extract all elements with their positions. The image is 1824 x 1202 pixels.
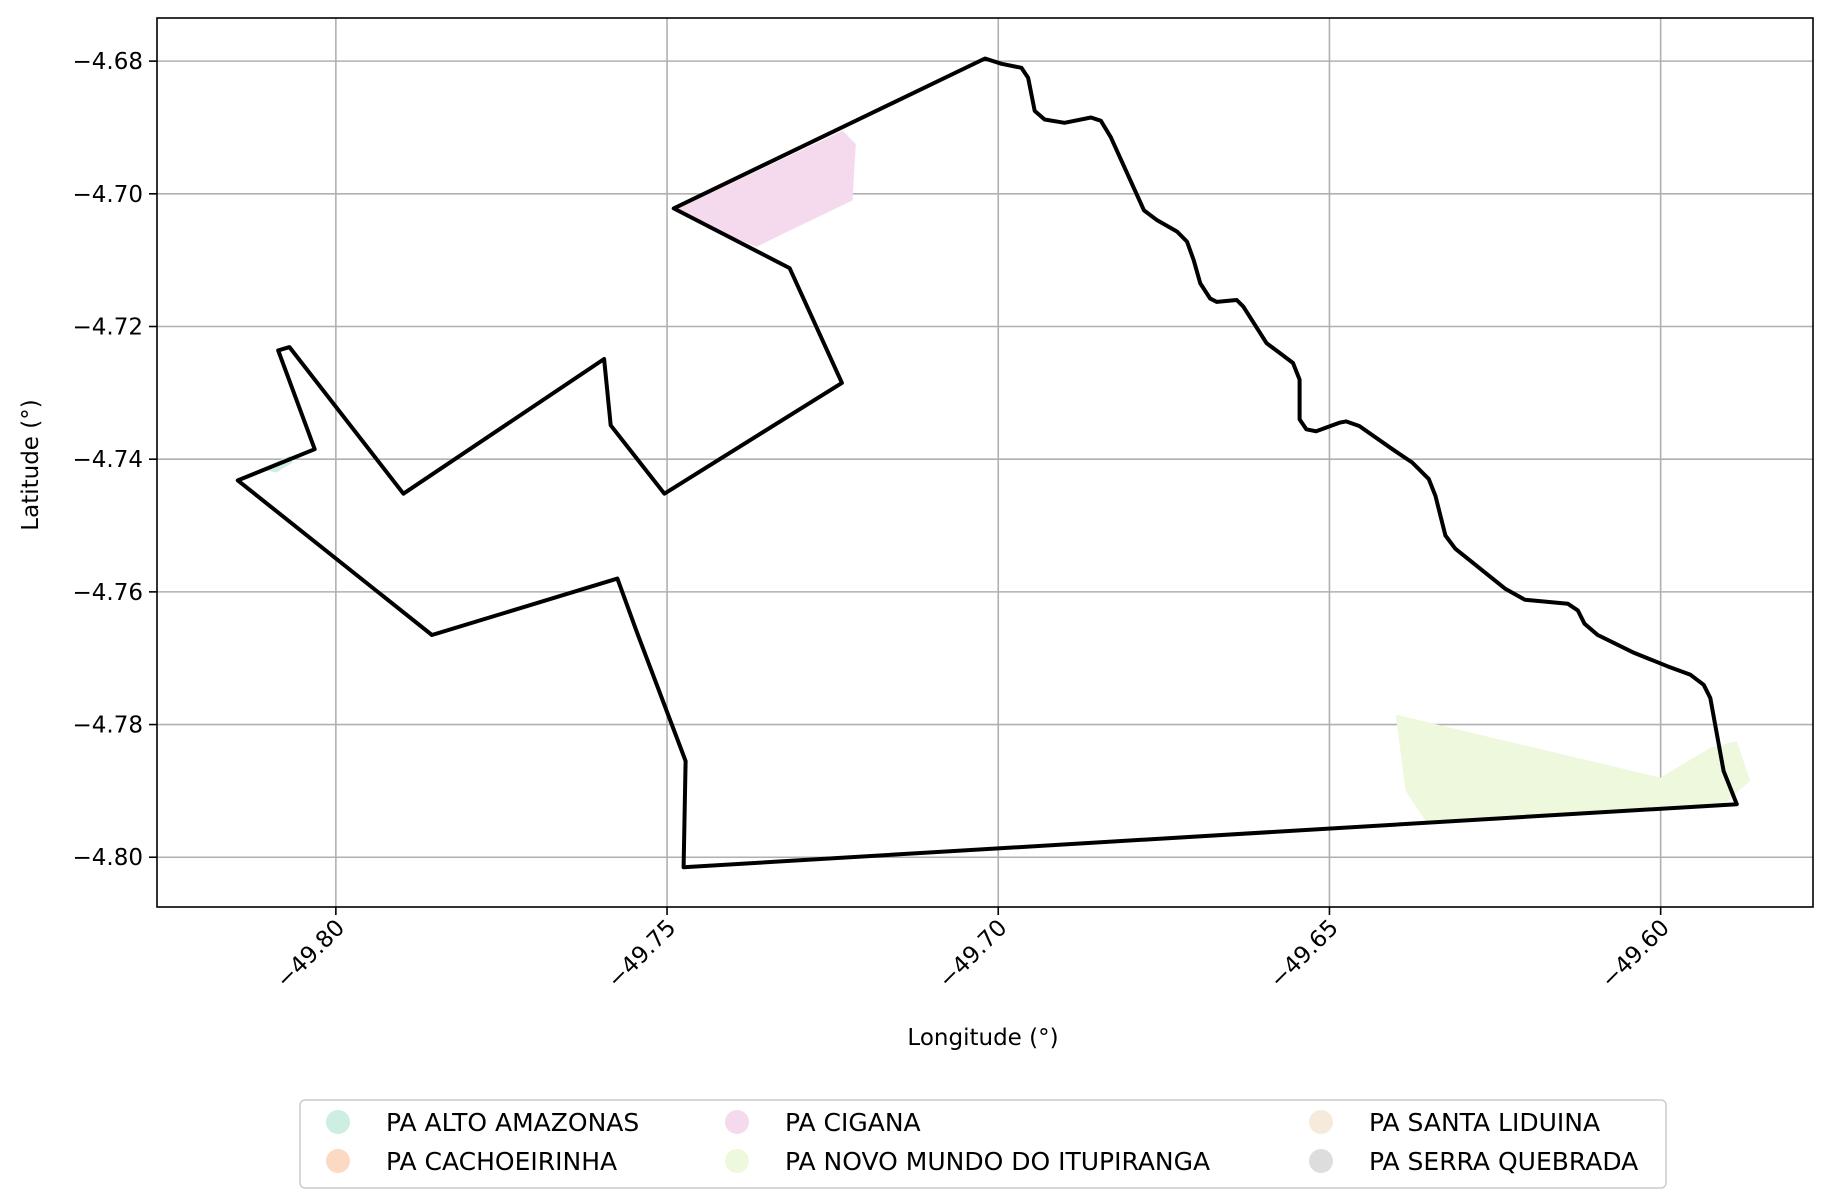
legend-label: PA CACHOEIRINHA: [386, 1147, 617, 1176]
legend-item: PA SANTA LIDUINA: [1309, 1108, 1600, 1137]
legend-item: PA NOVO MUNDO DO ITUPIRANGA: [725, 1147, 1210, 1176]
legend-marker: [326, 1110, 350, 1134]
legend-item: PA SERRA QUEBRADA: [1309, 1147, 1638, 1176]
legend-item: PA CACHOEIRINHA: [326, 1147, 617, 1176]
y-tick-label: −4.70: [73, 182, 143, 208]
municipal-boundary: [235, 56, 1739, 870]
legend-item: PA CIGANA: [725, 1108, 921, 1137]
legend-item: PA ALTO AMAZONAS: [326, 1108, 639, 1137]
area-pa-novo-mundo-do-itupiranga: [1395, 714, 1751, 821]
y-tick-label: −4.78: [73, 713, 143, 739]
y-tick-label: −4.76: [73, 580, 143, 606]
x-axis-label: Longitude (°): [907, 1025, 1058, 1051]
y-tick-label: −4.72: [73, 314, 143, 340]
legend-marker: [725, 1110, 749, 1134]
legend-marker: [725, 1149, 749, 1173]
area-pa-cigana: [673, 130, 856, 247]
legend-label: PA SERRA QUEBRADA: [1369, 1147, 1638, 1176]
y-tick-label: −4.68: [73, 49, 143, 75]
legend-label: PA CIGANA: [785, 1108, 921, 1137]
legend-marker: [326, 1149, 350, 1173]
legend-label: PA SANTA LIDUINA: [1369, 1108, 1600, 1137]
grid-lines: [157, 18, 1813, 907]
legend-label: PA ALTO AMAZONAS: [386, 1108, 639, 1137]
y-tick-label: −4.80: [73, 845, 143, 871]
boundary-outline: [235, 56, 1739, 870]
plot-frame: [156, 17, 1814, 908]
legend-marker: [1309, 1149, 1333, 1173]
legend-label: PA NOVO MUNDO DO ITUPIRANGA: [785, 1147, 1210, 1176]
y-axis-label: Latitude (°): [18, 399, 44, 530]
legend: PA ALTO AMAZONAS PA CACHOEIRINHA PA CIGANA…: [299, 1099, 1667, 1189]
legend-marker: [1309, 1110, 1333, 1134]
y-tick-label: −4.74: [73, 447, 143, 473]
